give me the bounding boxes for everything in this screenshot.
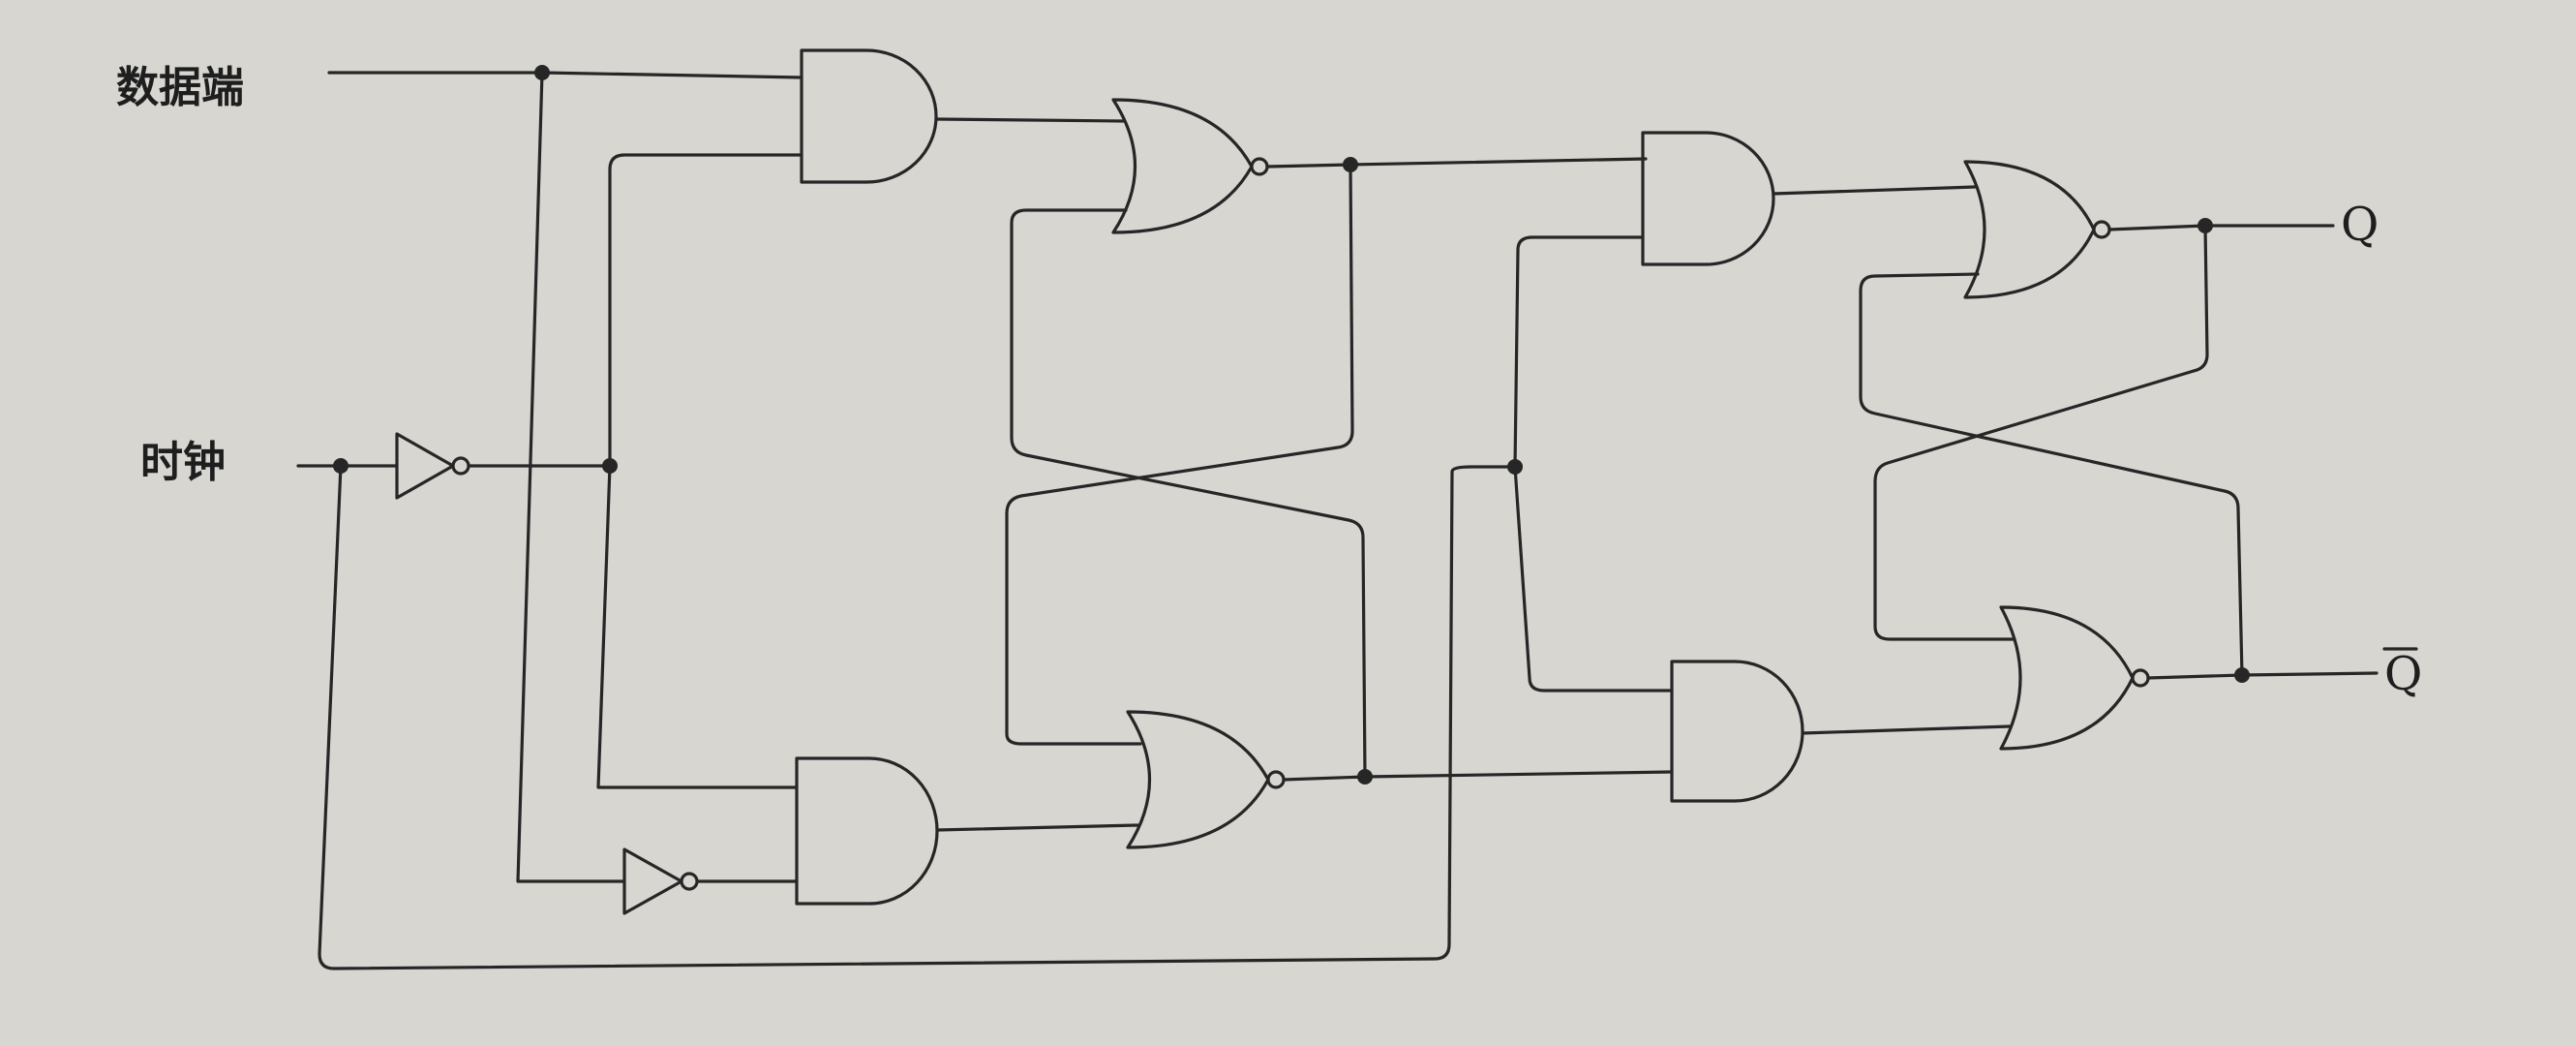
nor-gate-4-bubble — [2131, 668, 2150, 688]
nor-gate-4 — [1999, 605, 2135, 751]
junction-slave-clock — [1507, 459, 1523, 475]
nor-gate-2-bubble — [1266, 770, 1286, 789]
nor-gate-1-bubble — [1250, 157, 1269, 176]
junction-qbar — [2234, 667, 2250, 683]
wire-slave-cross-1 — [1873, 224, 2209, 641]
clock-label: 时钟 — [140, 438, 226, 487]
junction-master-q — [1343, 157, 1358, 172]
junction-clock — [333, 458, 349, 474]
wire-clock-to-and4 — [1513, 465, 1674, 692]
wire-nclk-to-and2 — [596, 464, 799, 789]
wire-nclk-to-and1 — [608, 153, 803, 468]
inverter-2 — [622, 847, 683, 915]
inverter-1 — [395, 432, 455, 500]
data-input-label: 数据端 — [116, 63, 244, 112]
junction-q — [2197, 218, 2213, 233]
q-bar-output-label: Q — [2384, 647, 2422, 701]
and-gate-4 — [1670, 660, 1804, 803]
inverter-2-bubble — [680, 872, 699, 891]
wire-data-input — [327, 71, 803, 79]
wire-nor2-output — [1282, 770, 1674, 782]
wire-nor3-output-q — [2107, 224, 2335, 231]
wire-nor4-output-qbar — [2146, 671, 2379, 680]
nor-gate-2 — [1126, 710, 1270, 849]
inverter-1-bubble — [451, 456, 470, 476]
junction-inverted-clock — [602, 458, 618, 474]
wire-master-cross-1 — [1005, 163, 1354, 746]
wire-and2-to-nor2 — [935, 823, 1139, 832]
and-gate-3 — [1641, 131, 1775, 266]
wire-and1-to-nor1 — [934, 117, 1125, 123]
wire-data-to-inverter2 — [516, 71, 626, 883]
wire-clock-to-and3 — [1513, 235, 1645, 469]
and-gate-2 — [795, 756, 939, 906]
junction-master-qbar — [1357, 769, 1373, 784]
nor-gate-3 — [1963, 160, 2096, 299]
wire-and4-to-nor4 — [1801, 724, 2012, 735]
nor-gate-1 — [1111, 98, 1254, 234]
wire-slave-cross-2 — [1859, 272, 2244, 677]
wire-and3-to-nor3 — [1772, 185, 1977, 196]
nor-gate-3-bubble — [2092, 220, 2111, 239]
junction-data — [534, 65, 550, 80]
wire-master-cross-2 — [1010, 208, 1367, 779]
and-gate-1 — [800, 48, 938, 184]
q-output-label: Q — [2341, 198, 2379, 252]
wire-clock-loop — [318, 464, 1517, 970]
wire-nor1-output — [1265, 157, 1648, 169]
